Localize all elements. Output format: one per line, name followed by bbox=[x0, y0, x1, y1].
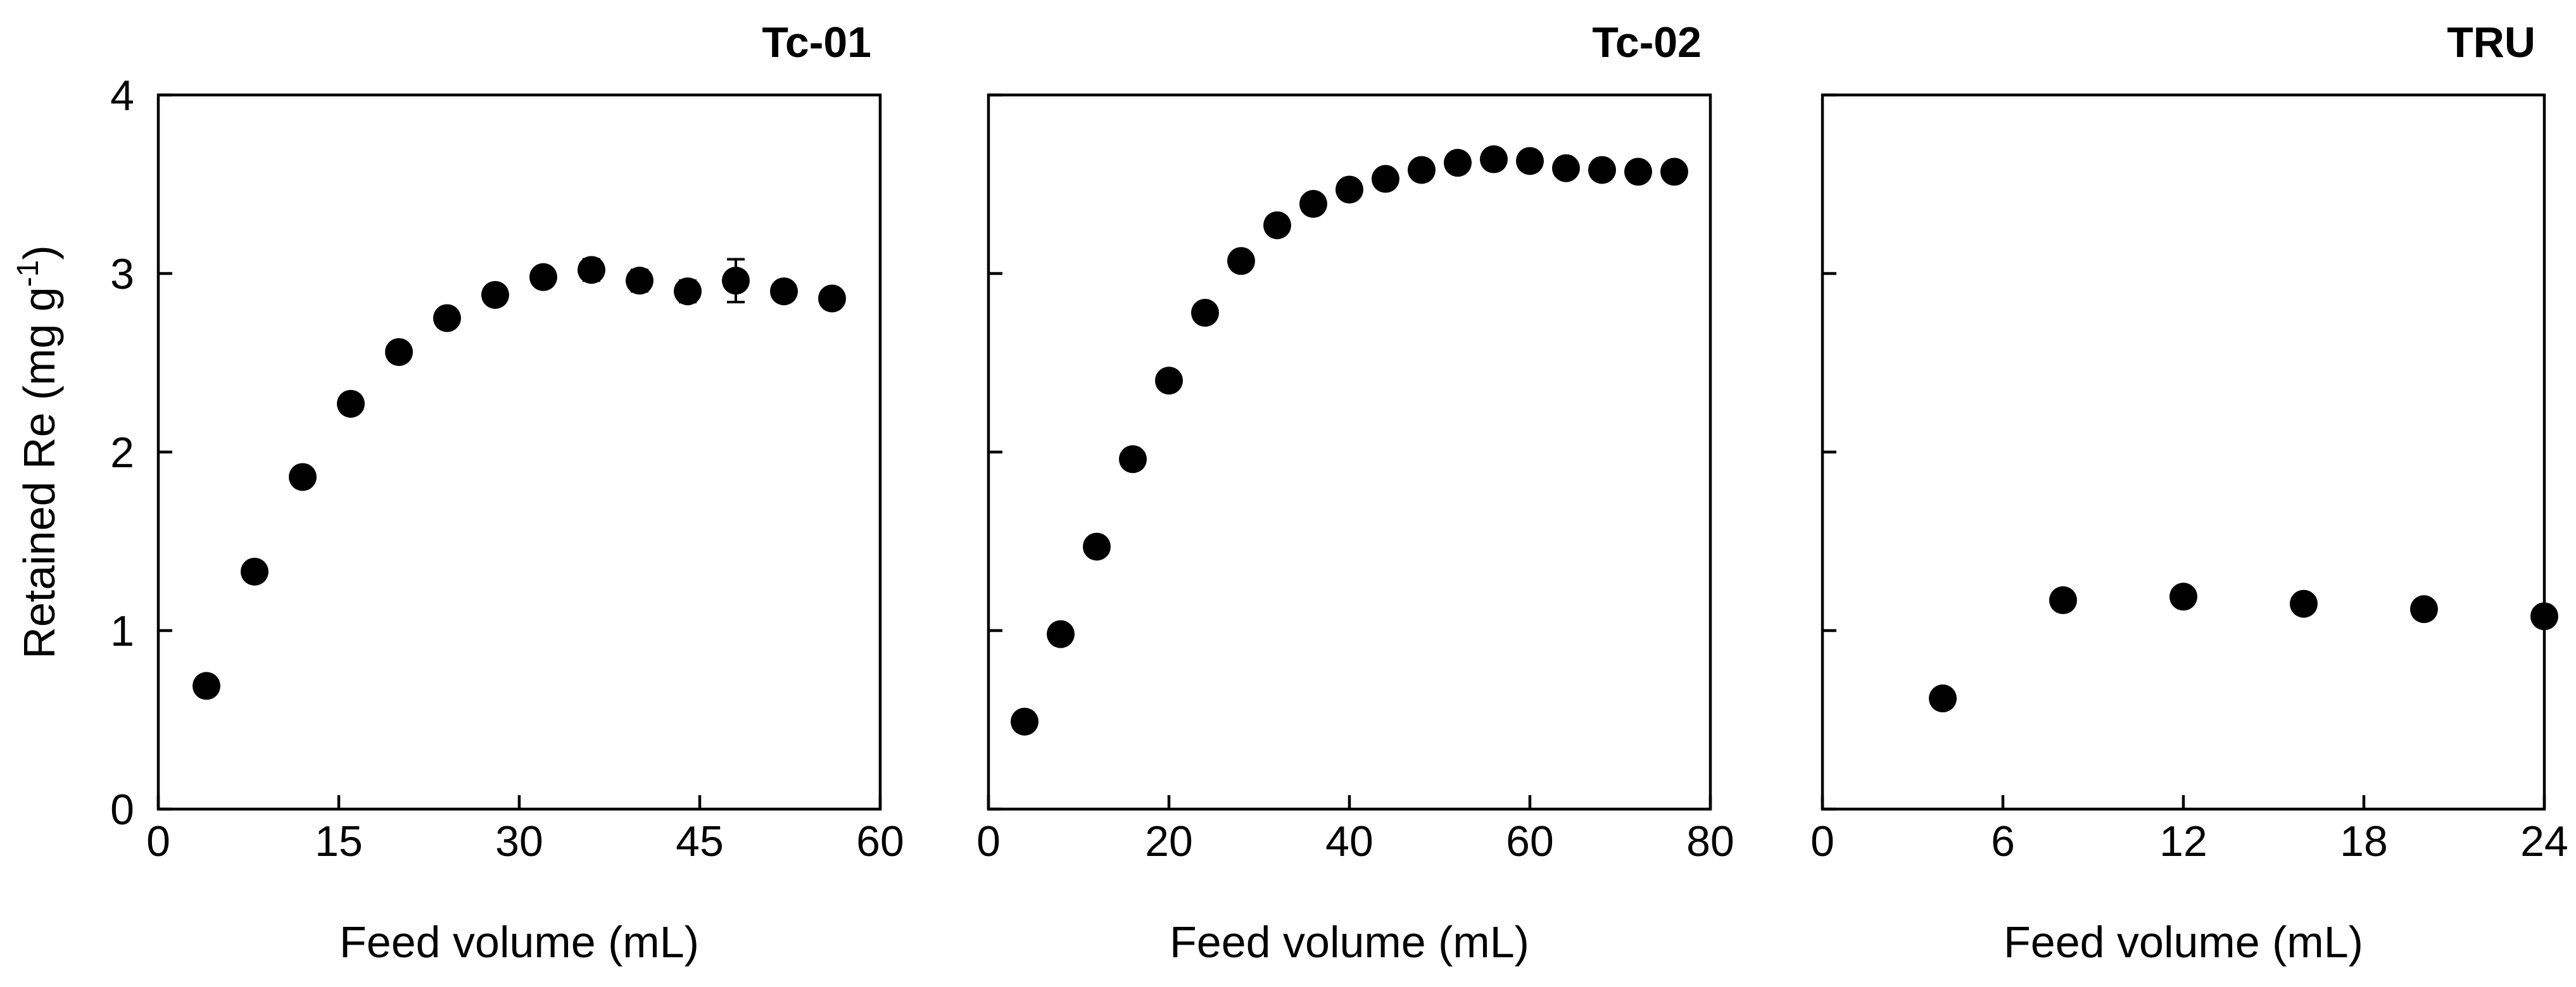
y-axis-label-main: Retained Re (mg g bbox=[15, 287, 64, 659]
data-point bbox=[1299, 190, 1327, 218]
data-point bbox=[1047, 620, 1075, 648]
data-point bbox=[578, 256, 605, 284]
data-point bbox=[2169, 582, 2197, 611]
data-point bbox=[626, 267, 653, 295]
data-point bbox=[2290, 589, 2318, 618]
data-point bbox=[1444, 149, 1472, 177]
y-tick-label: 0 bbox=[110, 786, 134, 834]
y-tick-label: 2 bbox=[110, 429, 134, 477]
data-point bbox=[1624, 158, 1652, 186]
data-point bbox=[2530, 602, 2558, 631]
data-point bbox=[433, 304, 461, 332]
data-point bbox=[1263, 211, 1291, 239]
x-tick-label: 18 bbox=[2340, 817, 2388, 865]
data-point bbox=[289, 463, 317, 491]
data-point bbox=[1227, 247, 1255, 275]
data-point bbox=[1372, 165, 1399, 193]
data-point bbox=[1083, 532, 1111, 561]
data-point bbox=[1119, 445, 1147, 474]
data-point bbox=[818, 284, 846, 313]
panel-tc-02: Tc-02 Feed volume (mL) 0 20 40 60 80 bbox=[976, 18, 1734, 967]
data-point bbox=[385, 338, 413, 367]
y-axis-label-superscript: -1 bbox=[11, 260, 45, 287]
panel-title: Tc-01 bbox=[762, 18, 871, 66]
panel-title: Tc-02 bbox=[1592, 18, 1702, 66]
data-point bbox=[1011, 707, 1039, 736]
x-tick-label: 0 bbox=[976, 817, 1001, 865]
data-point bbox=[2049, 586, 2077, 615]
x-tick-label: 24 bbox=[2520, 817, 2568, 865]
data-point bbox=[337, 389, 365, 418]
data-point bbox=[481, 280, 509, 309]
data-point bbox=[770, 277, 798, 306]
data-point bbox=[1588, 156, 1616, 184]
x-tick-label: 12 bbox=[2159, 817, 2207, 865]
data-point bbox=[1335, 175, 1363, 204]
panel-tc-01: Tc-01 Feed volume (mL) Retained Re (mg g… bbox=[11, 18, 904, 967]
data-point bbox=[1155, 367, 1183, 395]
x-axis-label: Feed volume (mL) bbox=[2004, 917, 2363, 967]
x-tick-label: 0 bbox=[1810, 817, 1834, 865]
y-tick-label: 4 bbox=[110, 72, 134, 120]
panel-tru: TRU Feed volume (mL) 0 6 12 18 24 bbox=[1810, 18, 2568, 967]
data-point bbox=[1480, 145, 1508, 173]
y-tick-label: 1 bbox=[110, 607, 134, 655]
data-point bbox=[241, 557, 268, 586]
x-tick-label: 80 bbox=[1686, 817, 1734, 865]
data-point bbox=[1408, 156, 1436, 184]
x-axis-label: Feed volume (mL) bbox=[1170, 917, 1529, 967]
x-tick-label: 15 bbox=[315, 817, 363, 865]
data-point bbox=[1929, 684, 1957, 713]
data-point bbox=[674, 277, 702, 306]
data-point bbox=[1660, 158, 1688, 186]
data-point bbox=[529, 263, 557, 291]
data-point bbox=[1516, 147, 1544, 175]
plot-frame bbox=[156, 93, 882, 811]
x-tick-label: 45 bbox=[676, 817, 724, 865]
x-tick-label: 30 bbox=[495, 817, 543, 865]
y-axis-label-close: ) bbox=[15, 245, 64, 260]
x-tick-label: 6 bbox=[1991, 817, 2015, 865]
x-tick-label: 20 bbox=[1145, 817, 1193, 865]
data-point bbox=[1552, 154, 1580, 182]
y-axis-label: Retained Re (mg g-1) bbox=[11, 245, 64, 659]
x-tick-label: 0 bbox=[146, 817, 170, 865]
x-tick-label: 60 bbox=[856, 817, 904, 865]
data-point bbox=[1191, 299, 1219, 327]
data-point bbox=[722, 267, 750, 295]
x-tick-label: 40 bbox=[1325, 817, 1373, 865]
x-tick-label: 60 bbox=[1506, 817, 1554, 865]
y-tick-label: 3 bbox=[110, 250, 134, 298]
x-axis-label: Feed volume (mL) bbox=[339, 917, 699, 967]
data-point bbox=[2410, 595, 2438, 624]
panel-title: TRU bbox=[2447, 18, 2535, 66]
data-point bbox=[193, 672, 220, 700]
